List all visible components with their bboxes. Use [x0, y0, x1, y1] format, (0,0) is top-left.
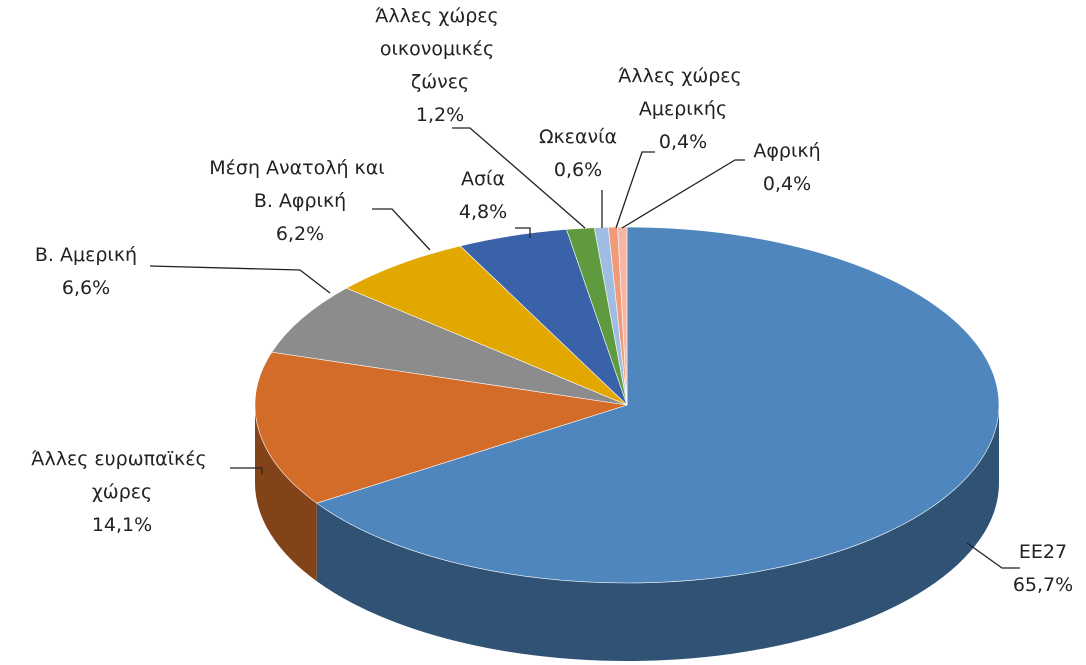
label-line: EE27: [1019, 541, 1067, 563]
label-line: Αφρική: [753, 140, 820, 162]
category-label: EE27: [1019, 541, 1067, 563]
label-line: Άλλες χώρες: [618, 65, 748, 87]
category-label: Ασία: [461, 168, 505, 190]
label-line: Ωκεανία: [539, 126, 617, 148]
value-label: 65,7%: [1013, 574, 1073, 596]
slice: [316, 226, 1000, 584]
slice: [345, 245, 628, 406]
value-label: 4,8%: [459, 201, 507, 223]
label-line: Αμερικής: [639, 98, 727, 120]
label-line: Άλλες χώρες: [375, 5, 505, 27]
leader-line: [149, 265, 331, 294]
label-line: Άλλες ευρωπαϊκές: [31, 448, 212, 470]
leader-line: [621, 159, 745, 229]
category-label: Άλλες χώρες Αμερικής: [618, 65, 748, 120]
slice: [271, 287, 628, 406]
category-label: Ωκεανία: [539, 126, 617, 148]
leader-line: [515, 227, 531, 238]
value-label: 6,2%: [276, 223, 324, 245]
leader-line: [372, 208, 431, 251]
value-label: 1,2%: [416, 104, 464, 126]
slice: [617, 226, 628, 406]
label-line: χώρες: [92, 481, 152, 503]
category-label: Άλλες χώρες οικονομικές ζώνες: [375, 5, 505, 93]
label-line: Μέση Ανατολή και: [209, 157, 391, 179]
leader-line: [230, 467, 263, 474]
value-label: 14,1%: [92, 514, 152, 536]
category-label: Μέση Ανατολή και Β. Αφρική: [209, 157, 391, 212]
label-line: οικονομικές: [380, 38, 500, 60]
leader-line: [966, 542, 1020, 569]
category-label: Αφρική: [753, 140, 820, 162]
label-line: ζώνες: [411, 71, 469, 93]
value-label: 0,4%: [763, 173, 811, 195]
category-label: Άλλες ευρωπαϊκές χώρες: [31, 448, 212, 503]
leader-line: [615, 151, 655, 229]
label-line: Β. Αμερική: [35, 244, 137, 266]
slice-side: [255, 405, 317, 582]
category-label: Β. Αμερική: [35, 244, 137, 266]
value-label: 0,4%: [659, 131, 707, 153]
label-line: Ασία: [461, 168, 505, 190]
slice: [254, 351, 628, 504]
leader-line: [452, 127, 586, 229]
label-line: Β. Αφρική: [254, 190, 346, 212]
value-label: 0,6%: [554, 159, 602, 181]
pie-tops: [254, 226, 1000, 584]
pie-sides: [255, 405, 1000, 662]
value-label: 6,6%: [62, 277, 110, 299]
slice-side: [316, 405, 1000, 662]
